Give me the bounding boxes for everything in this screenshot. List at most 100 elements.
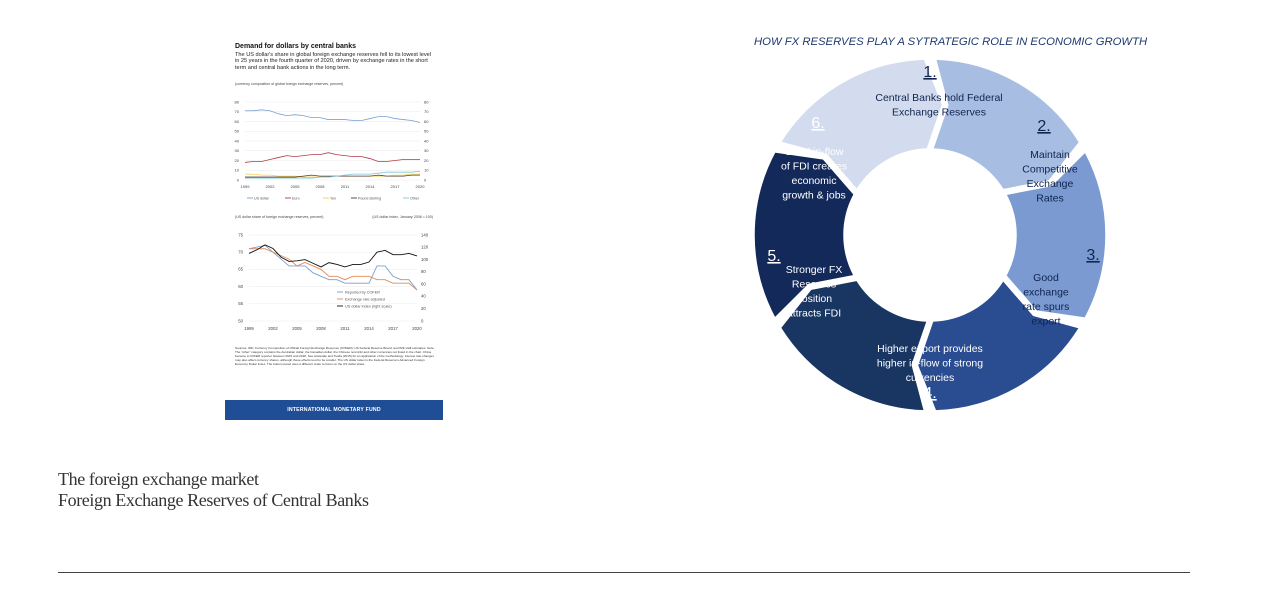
series-line [245, 170, 421, 179]
y-right-tick-label: 20 [421, 306, 426, 311]
segment-text-4: higher in-flow of strong [877, 358, 983, 370]
segment-text-3: export [1031, 316, 1060, 328]
cycle-segment-1 [779, 58, 944, 191]
x-tick-label: 1999 [244, 326, 254, 331]
legend-label: US dollar [254, 196, 270, 200]
segment-number-5: 5. [767, 248, 780, 265]
imf-figure-title: Demand for dollars by central banks [235, 43, 356, 50]
series-line [244, 152, 420, 163]
x-tick-label: 2011 [340, 326, 350, 331]
y-right-tick-label: 100 [421, 257, 429, 262]
y-left-tick-label: 70 [238, 250, 243, 255]
y-left-tick-label: 75 [238, 232, 243, 237]
y-tick-label-right: 60 [424, 119, 429, 124]
segment-text-2: Exchange [1027, 178, 1074, 190]
legend-label: Exchange rate adjusted [345, 297, 385, 301]
x-tick-label: 2002 [266, 184, 276, 189]
y-tick-label-left: 40 [235, 138, 240, 143]
segment-text-2: Rates [1036, 193, 1063, 205]
bottom-chart-left-label: (US dollar share of foreign exchange res… [235, 215, 324, 219]
segment-text-4: currencies [906, 372, 954, 384]
segment-text-5: Stronger FX [786, 264, 843, 276]
x-tick-label: 2017 [391, 184, 401, 189]
legend-label: Other [410, 196, 420, 200]
segment-number-4: 4. [923, 385, 936, 402]
segment-text-3: exchange [1023, 287, 1069, 299]
imf-figure: Demand for dollars by central banks The … [225, 40, 443, 421]
segment-text-6: of FDI creates [781, 161, 847, 173]
x-tick-label: 2011 [341, 184, 350, 189]
imf-figure-subtitle: The US dollar's share in global foreign … [235, 52, 432, 71]
footer-divider [58, 572, 1190, 573]
x-tick-label: 2017 [388, 326, 398, 331]
y-left-tick-label: 50 [238, 318, 243, 323]
y-tick-label-right: 40 [424, 138, 429, 143]
y-tick-label-left: 80 [235, 99, 240, 104]
series-line [245, 174, 420, 178]
y-tick-label-right: 70 [424, 109, 429, 114]
segment-text-4: Higher export provides [877, 343, 983, 355]
y-tick-label-left: 10 [235, 168, 240, 173]
y-tick-label-right: 0 [424, 177, 427, 182]
x-tick-label: 2020 [412, 326, 422, 331]
legend-label: Euro [292, 196, 300, 200]
bottom-line-chart: 75 70 65 60 55 50 140 120 100 80 60 40 20 0 1999 2002 20… [238, 232, 429, 331]
x-tick-label: 2020 [416, 184, 426, 189]
cycle-segment-6 [753, 151, 856, 320]
segment-text-1: Exchange Reserves [892, 107, 986, 119]
y-tick-label-right: 10 [424, 168, 429, 173]
imf-figure-notes: Sources: IMF, Currency Composition of Of… [235, 346, 435, 367]
x-tick-label: 2002 [268, 326, 278, 331]
segment-number-1: 1. [923, 64, 936, 81]
series-line [245, 109, 421, 123]
y-left-tick-label: 65 [238, 267, 243, 272]
y-tick-label-right: 20 [424, 158, 429, 163]
slide-title-line-1: The foreign exchange market [58, 469, 259, 489]
y-left-tick-label: 55 [238, 301, 243, 306]
imf-figure-unit-note: (currency composition of global foreign … [235, 82, 344, 86]
x-tick-label: 2005 [292, 326, 302, 331]
segment-text-3: rate spurs [1023, 301, 1070, 313]
series-line [249, 248, 418, 291]
y-tick-label-left: 60 [235, 119, 240, 124]
y-tick-label-right: 50 [424, 129, 429, 134]
y-right-tick-label: 120 [421, 245, 429, 250]
bottom-chart-right-label: (US dollar index, January 2006 = 100) [372, 215, 433, 219]
segment-text-3: Good [1033, 272, 1059, 284]
y-tick-label-right: 80 [424, 99, 429, 104]
cycle-segment-4 [916, 279, 1081, 412]
x-tick-label: 2014 [364, 326, 374, 331]
x-tick-label: 2008 [316, 326, 326, 331]
segment-number-3: 3. [1086, 247, 1099, 264]
x-tick-label: 2014 [366, 184, 376, 189]
slide-title-line-2: Foreign Exchange Reserves of Central Ban… [58, 490, 369, 510]
y-right-tick-label: 60 [421, 281, 426, 286]
segment-number-6: 6. [811, 115, 824, 132]
segment-text-5: attracts FDI [787, 308, 841, 320]
y-right-tick-label: 40 [421, 294, 426, 299]
y-right-tick-label: 80 [421, 269, 426, 274]
segment-text-5: position [796, 293, 832, 305]
series-line [248, 244, 418, 268]
y-right-tick-label: 0 [421, 318, 424, 323]
cycle-segment-3 [1004, 150, 1107, 319]
y-tick-label-left: 50 [235, 129, 240, 134]
y-tick-label-right: 30 [424, 148, 429, 153]
segment-text-1: Central Banks hold Federal [875, 92, 1002, 104]
y-tick-label-left: 30 [235, 148, 240, 153]
cycle-segment-2 [931, 58, 1081, 191]
legend-label: Yen [330, 196, 336, 200]
segment-text-6: growth & jobs [782, 190, 846, 202]
cycle-segment-5 [779, 279, 929, 412]
y-tick-label-left: 0 [237, 177, 240, 182]
series-line [248, 244, 418, 291]
segment-text-5: Reserves [792, 279, 836, 291]
diagram-title: HOW FX RESERVES PLAY A SYTRATEGIC ROLE I… [754, 36, 1148, 48]
fx-reserves-cycle-diagram: 1. Central Banks hold Federal Exchange Res… [753, 58, 1107, 412]
y-left-tick-label: 60 [238, 284, 243, 289]
x-tick-label: 2005 [291, 184, 301, 189]
segment-text-6: Good in-flow [785, 146, 844, 158]
y-tick-label-left: 70 [235, 109, 240, 114]
y-tick-label-left: 20 [235, 158, 240, 163]
